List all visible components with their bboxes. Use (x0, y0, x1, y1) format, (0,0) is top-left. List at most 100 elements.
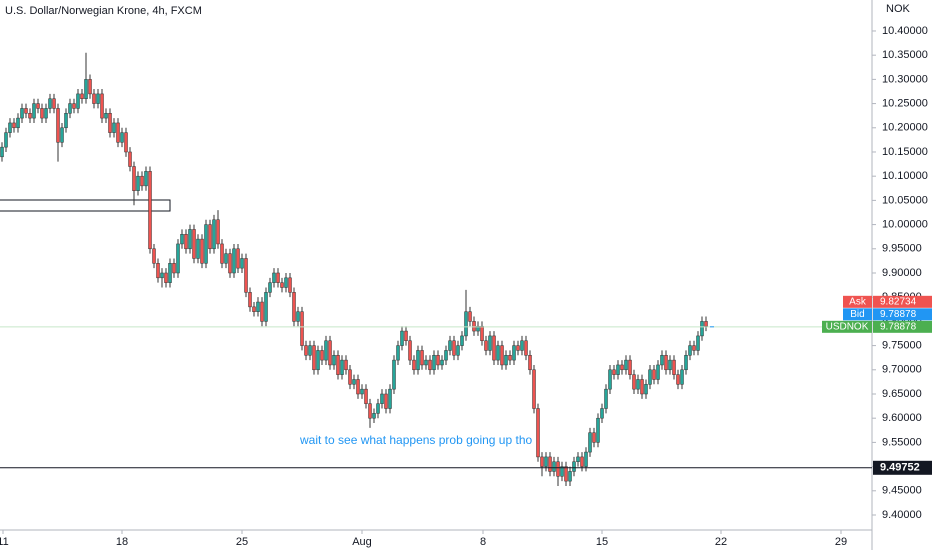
candle-body (308, 345, 312, 356)
candle-body (420, 350, 424, 366)
candle-body (160, 272, 164, 279)
candle-body (132, 166, 136, 191)
candle-body (196, 238, 200, 259)
x-tick-label: Aug (352, 536, 372, 548)
candle-body (700, 321, 704, 337)
candle-body (212, 219, 216, 250)
candle-body (440, 359, 444, 366)
y-tick-label: 9.55000 (882, 436, 922, 448)
candle-body (288, 277, 292, 293)
candle-body (220, 243, 224, 264)
candle-body (12, 122, 16, 129)
x-tick-label: 25 (236, 536, 248, 548)
candle-body (404, 330, 408, 341)
candle-body (464, 311, 468, 337)
candle-body (64, 113, 68, 129)
candle-body (144, 171, 148, 187)
candle-body (544, 456, 548, 467)
candle-body (124, 132, 128, 153)
candle-body (596, 417, 600, 443)
candle-body (100, 93, 104, 119)
candle-body (208, 224, 212, 250)
candle-body (672, 359, 676, 375)
candle-body (576, 456, 580, 463)
candle-body (432, 355, 436, 371)
candle-body (284, 277, 288, 288)
drawn-rectangle (0, 199, 171, 212)
candle-body (232, 248, 236, 274)
x-tick-label: 8 (480, 536, 486, 548)
candle-body (76, 93, 80, 109)
candle-body (448, 340, 452, 351)
candle-body (136, 175, 140, 191)
candle-body (692, 345, 696, 351)
candle-body (72, 103, 76, 109)
candle-body (704, 321, 708, 327)
candle-body (456, 345, 460, 356)
candle-body (300, 311, 304, 346)
y-tick-label: 10.10000 (882, 170, 928, 182)
candle-body (188, 229, 192, 250)
candle-body (504, 355, 508, 366)
candle-body (560, 466, 564, 477)
quote-value-box (873, 308, 932, 321)
candle-body (472, 321, 476, 332)
candle-body (624, 359, 628, 371)
candle-body (584, 451, 588, 467)
candle-body (44, 108, 48, 119)
candle-body (380, 393, 384, 404)
candle-body (468, 311, 472, 322)
candle-body (512, 345, 516, 361)
candle-body (696, 335, 700, 351)
quote-label: Bid (850, 309, 864, 320)
candle-body (396, 345, 400, 361)
candle-body (68, 103, 72, 114)
candle-body (492, 335, 496, 361)
y-tick-label: 9.60000 (882, 412, 922, 424)
x-tick-label: 29 (835, 536, 847, 548)
y-tick-label: 10.25000 (882, 97, 928, 109)
candle-body (516, 345, 520, 351)
quote-value: 9.78878 (880, 309, 917, 320)
candle-body (592, 432, 596, 443)
candle-body (204, 224, 208, 264)
chart-title: U.S. Dollar/Norwegian Krone, 4h, FXCM (5, 5, 202, 17)
candle-body (660, 355, 664, 366)
candle-body (428, 359, 432, 371)
candle-body (556, 461, 560, 477)
candle-body (340, 359, 344, 375)
candle-body (360, 388, 364, 395)
candle-body (276, 272, 280, 283)
candle-body (108, 113, 112, 133)
candle-body (128, 151, 132, 167)
candle-body (356, 379, 360, 395)
candle-body (388, 388, 392, 409)
candle-body (80, 93, 84, 99)
candle-body (520, 340, 524, 351)
candle-body (264, 292, 268, 322)
candle-body (476, 325, 480, 332)
candle-body (268, 282, 272, 293)
quote-value-box (873, 320, 932, 333)
candle-body (48, 98, 52, 109)
candle-body (292, 292, 296, 322)
candle-body (112, 122, 116, 133)
candle-body (408, 340, 412, 361)
candle-body (248, 292, 252, 308)
candle-body (364, 388, 368, 404)
candle-body (644, 384, 648, 395)
candle-body (324, 340, 328, 361)
candle-body (8, 122, 12, 133)
candle-body (36, 103, 40, 109)
candle-body (348, 369, 352, 385)
candle-body (60, 127, 64, 143)
candle-body (40, 108, 44, 119)
candle-body (140, 175, 144, 187)
candle-body (28, 113, 32, 119)
candle-body (20, 108, 24, 119)
candle-body (120, 132, 124, 143)
candle-body (508, 355, 512, 361)
candle-body (236, 248, 240, 269)
candle-body (376, 403, 380, 414)
